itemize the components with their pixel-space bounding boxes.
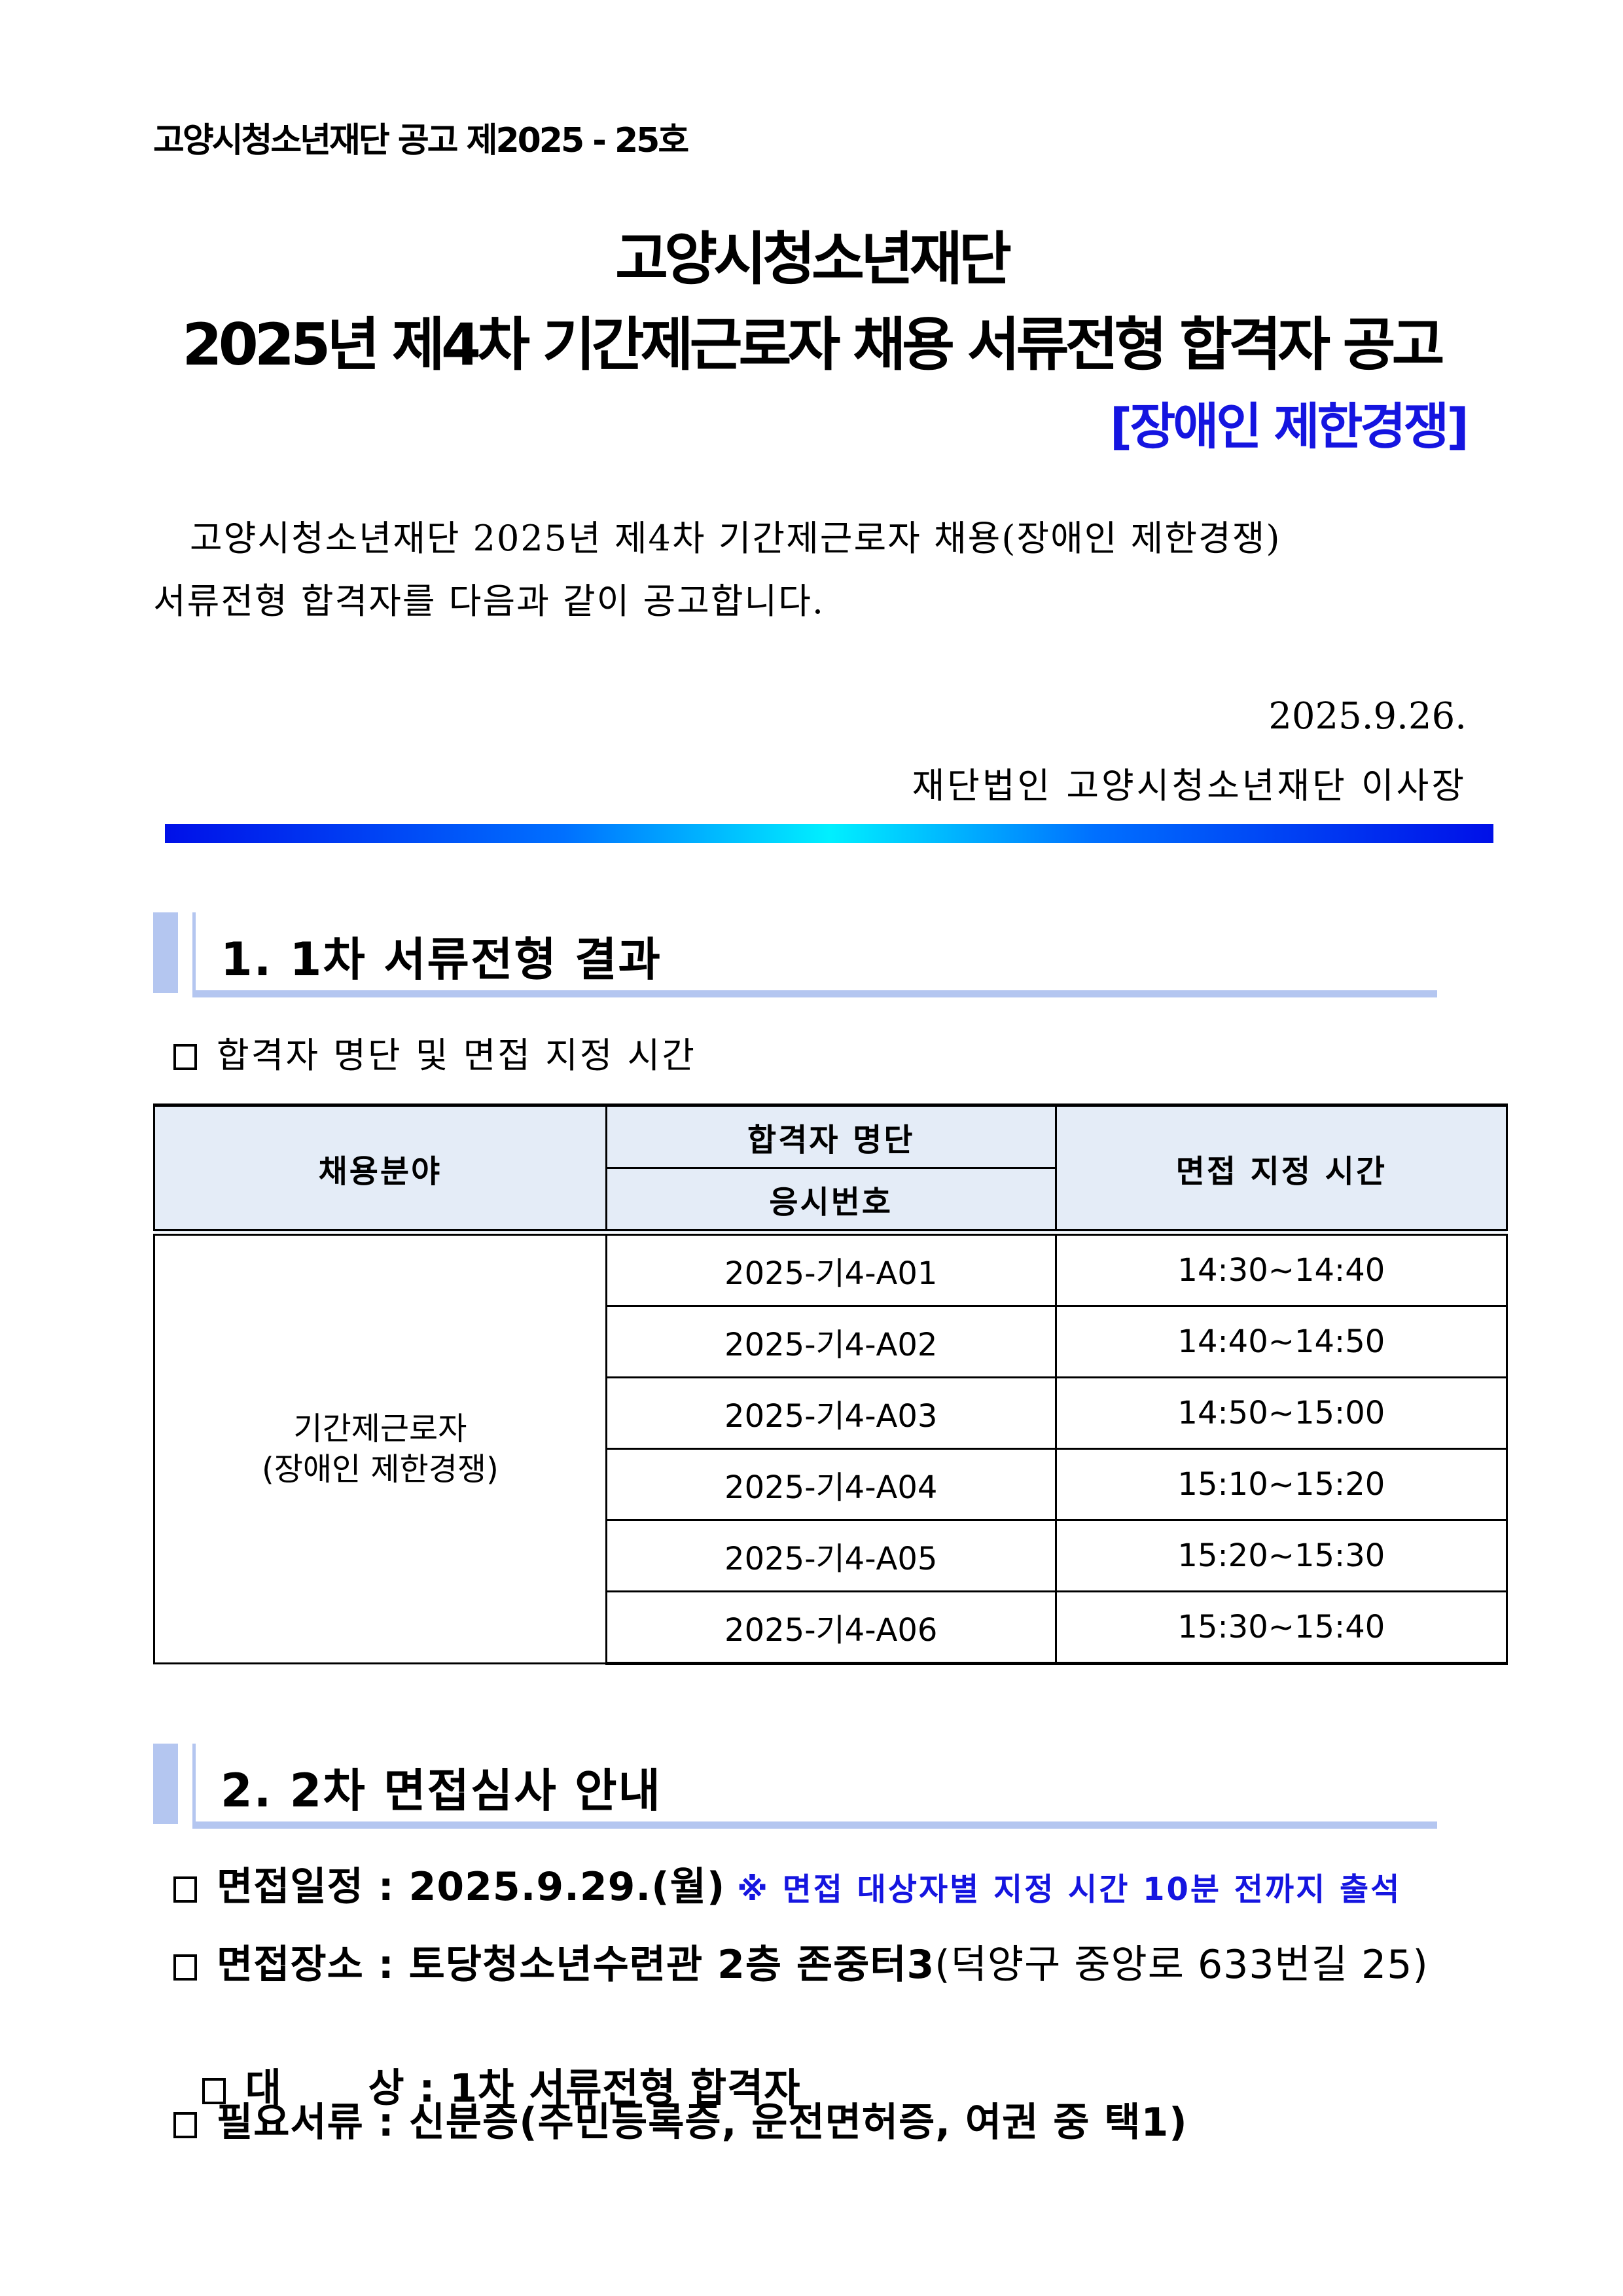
section1-subtitle-text: 합격자 명단 및 면접 지정 시간 (217, 1035, 696, 1076)
address: (덕양구 중앙로 633번길 25) (935, 1942, 1429, 1988)
attendance-note: ※ 면접 대상자별 지정 시간 10분 전까지 출석 (737, 1871, 1402, 1908)
page-subtitle: [장애인 제한경쟁] (1109, 397, 1469, 456)
checkbox-square-icon (173, 1954, 197, 1981)
item-value: 토당청소년수련관 2층 존중터3 (408, 1942, 935, 1988)
section2-bar (153, 1744, 178, 1824)
checkbox-square-icon (202, 2078, 226, 2104)
target-item: 대 상 : 1차 서류전형 합격자 (173, 2011, 800, 2113)
item-label: 면접일정 (217, 1864, 364, 1910)
time-cell: 15:10~15:20 (1054, 1448, 1508, 1521)
field-value-line2: (장애인 제한경쟁) (261, 1451, 499, 1488)
time-cell: 15:20~15:30 (1054, 1519, 1508, 1592)
intro-line2: 서류전형 합격자를 다음과 같이 공고합니다. (153, 581, 825, 622)
time-cell: 14:30~14:40 (1054, 1231, 1508, 1307)
table-row: 기간제근로자 (장애인 제한경쟁) 2025-기4-A01 14:30~14:4… (153, 1231, 1508, 1664)
section1-subtitle: 합격자 명단 및 면접 지정 시간 (173, 1026, 696, 1078)
item-label: 면접장소 (217, 1942, 364, 1988)
gradient-divider (165, 824, 1493, 843)
notice-number: 고양시청소년재단 공고 제2025 - 25호 (153, 121, 689, 160)
checkbox-square-icon (173, 2112, 197, 2138)
section2-underline (192, 1821, 1437, 1829)
header-field: 채용분야 (153, 1103, 607, 1236)
section1-underline (192, 990, 1437, 997)
page-title-line1: 고양시청소년재단 (615, 225, 1012, 293)
table-row: 2025-기4-A02 14:40~14:50 (154, 1305, 1508, 1378)
time-cell: 14:40~14:50 (1054, 1305, 1508, 1378)
exam-no-cell: 2025-기4-A05 (605, 1519, 1057, 1592)
field-value-line1: 기간제근로자 (293, 1410, 467, 1447)
exam-no-cell: 2025-기4-A02 (605, 1305, 1057, 1378)
item-value: 신분증(주민등록증, 운전면허증, 여권 중 택1) (408, 2100, 1188, 2145)
header-time: 면접 지정 시간 (1054, 1103, 1508, 1236)
table-row: 2025-기4-A05 15:20~15:30 (154, 1519, 1508, 1592)
checkbox-square-icon (173, 1876, 197, 1903)
exam-no-cell: 2025-기4-A01 (605, 1231, 1057, 1307)
exam-no-cell: 2025-기4-A03 (605, 1376, 1057, 1450)
exam-no-cell: 2025-기4-A04 (605, 1448, 1057, 1521)
passers-table: 채용분야 합격자 명단 면접 지정 시간 응시번호 기간제근로자 (장애인 제한… (153, 1103, 1508, 1665)
header-exam-no: 응시번호 (605, 1167, 1057, 1236)
interview-date-item: 면접일정 : 2025.9.29.(월) ※ 면접 대상자별 지정 시간 10분 … (173, 1855, 1401, 1912)
item-value: 2025.9.29.(월) (408, 1864, 726, 1910)
header-passers: 합격자 명단 (605, 1103, 1057, 1169)
intro-line1: 고양시청소년재단 2025년 제4차 기간제근로자 채용(장애인 제한경쟁) (190, 518, 1281, 559)
checkbox-square-icon (173, 1044, 197, 1070)
signature: 재단법인 고양시청소년재단 이사장 (912, 765, 1467, 806)
section1-bar (153, 912, 178, 993)
table-row: 2025-기4-A06 15:30~15:40 (154, 1590, 1508, 1665)
section1-title: 1. 1차 서류전형 결과 (221, 933, 662, 986)
table-row: 2025-기4-A03 14:50~15:00 (154, 1376, 1508, 1450)
time-cell: 15:30~15:40 (1054, 1590, 1508, 1665)
item-label: 필요서류 (217, 2100, 364, 2145)
section2-thin-line (192, 1744, 196, 1829)
notice-date: 2025.9.26. (1268, 695, 1467, 738)
page-title-line2: 2025년 제4차 기간제근로자 채용 서류전형 합격자 공고 (182, 311, 1444, 378)
field-cell: 기간제근로자 (장애인 제한경쟁) (153, 1231, 607, 1664)
table-row: 2025-기4-A04 15:10~15:20 (154, 1448, 1508, 1521)
section1-thin-line (192, 912, 196, 997)
section2-title: 2. 2차 면접심사 안내 (221, 1764, 662, 1818)
time-cell: 14:50~15:00 (1054, 1376, 1508, 1450)
exam-no-cell: 2025-기4-A06 (605, 1590, 1057, 1665)
interview-location-item: 면접장소 : 토당청소년수련관 2층 존중터3(덕양구 중앙로 633번길 25… (173, 1933, 1429, 1990)
item-value: 1차 서류전형 합격자 (450, 2066, 801, 2111)
required-documents-item: 필요서류 : 신분증(주민등록증, 운전면허증, 여권 중 택1) (173, 2090, 1188, 2147)
item-label: 대 상 (245, 2066, 405, 2111)
